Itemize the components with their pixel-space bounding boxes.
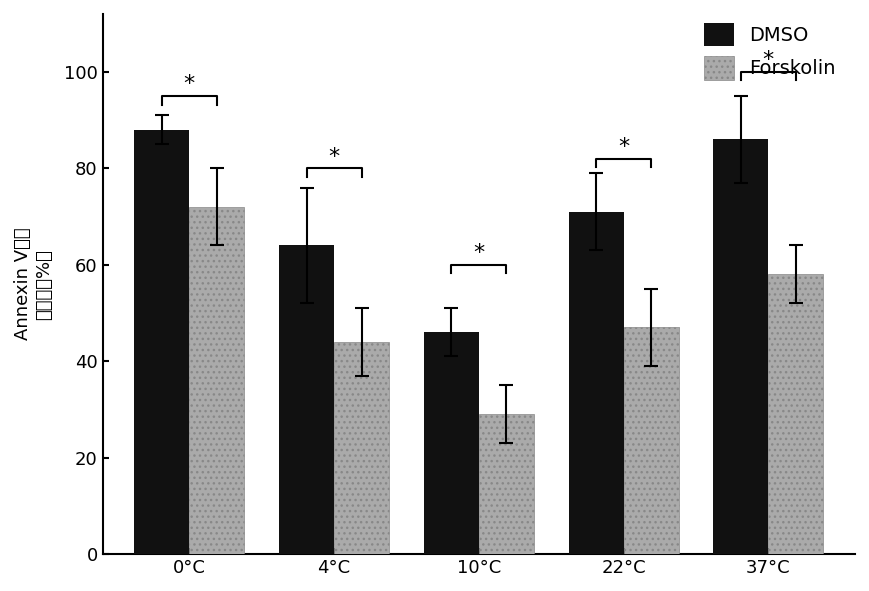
Text: *: *: [474, 243, 484, 264]
Bar: [135, 129, 189, 554]
Bar: [279, 245, 334, 554]
Text: *: *: [763, 50, 774, 70]
Bar: [624, 327, 679, 554]
Bar: [568, 212, 624, 554]
Text: *: *: [328, 147, 340, 167]
Text: *: *: [183, 74, 195, 95]
Bar: [768, 274, 823, 554]
Legend: DMSO, Forskolin: DMSO, Forskolin: [694, 13, 846, 89]
Bar: [479, 414, 534, 554]
Bar: [334, 342, 389, 554]
Bar: [713, 139, 768, 554]
Text: *: *: [618, 137, 629, 157]
Bar: [189, 207, 244, 554]
Y-axis label: Annexin V阳性
血小板（%）: Annexin V阳性 血小板（%）: [14, 228, 53, 340]
Bar: [424, 332, 479, 554]
